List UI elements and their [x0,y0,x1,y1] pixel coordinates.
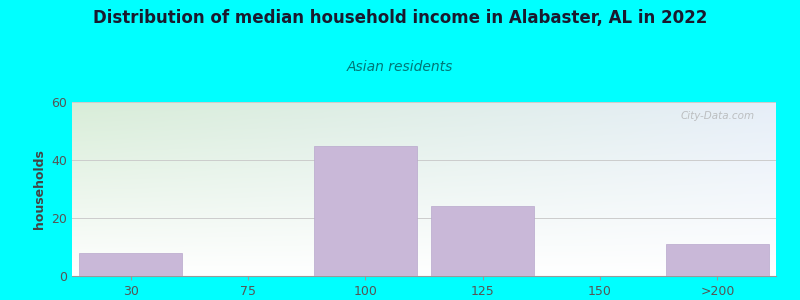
Bar [666,244,769,276]
Bar [314,146,417,276]
Bar [79,253,182,276]
Text: City-Data.com: City-Data.com [681,111,755,121]
Text: Asian residents: Asian residents [347,60,453,74]
Bar [431,206,534,276]
Text: Distribution of median household income in Alabaster, AL in 2022: Distribution of median household income … [93,9,707,27]
Y-axis label: households: households [33,149,46,229]
